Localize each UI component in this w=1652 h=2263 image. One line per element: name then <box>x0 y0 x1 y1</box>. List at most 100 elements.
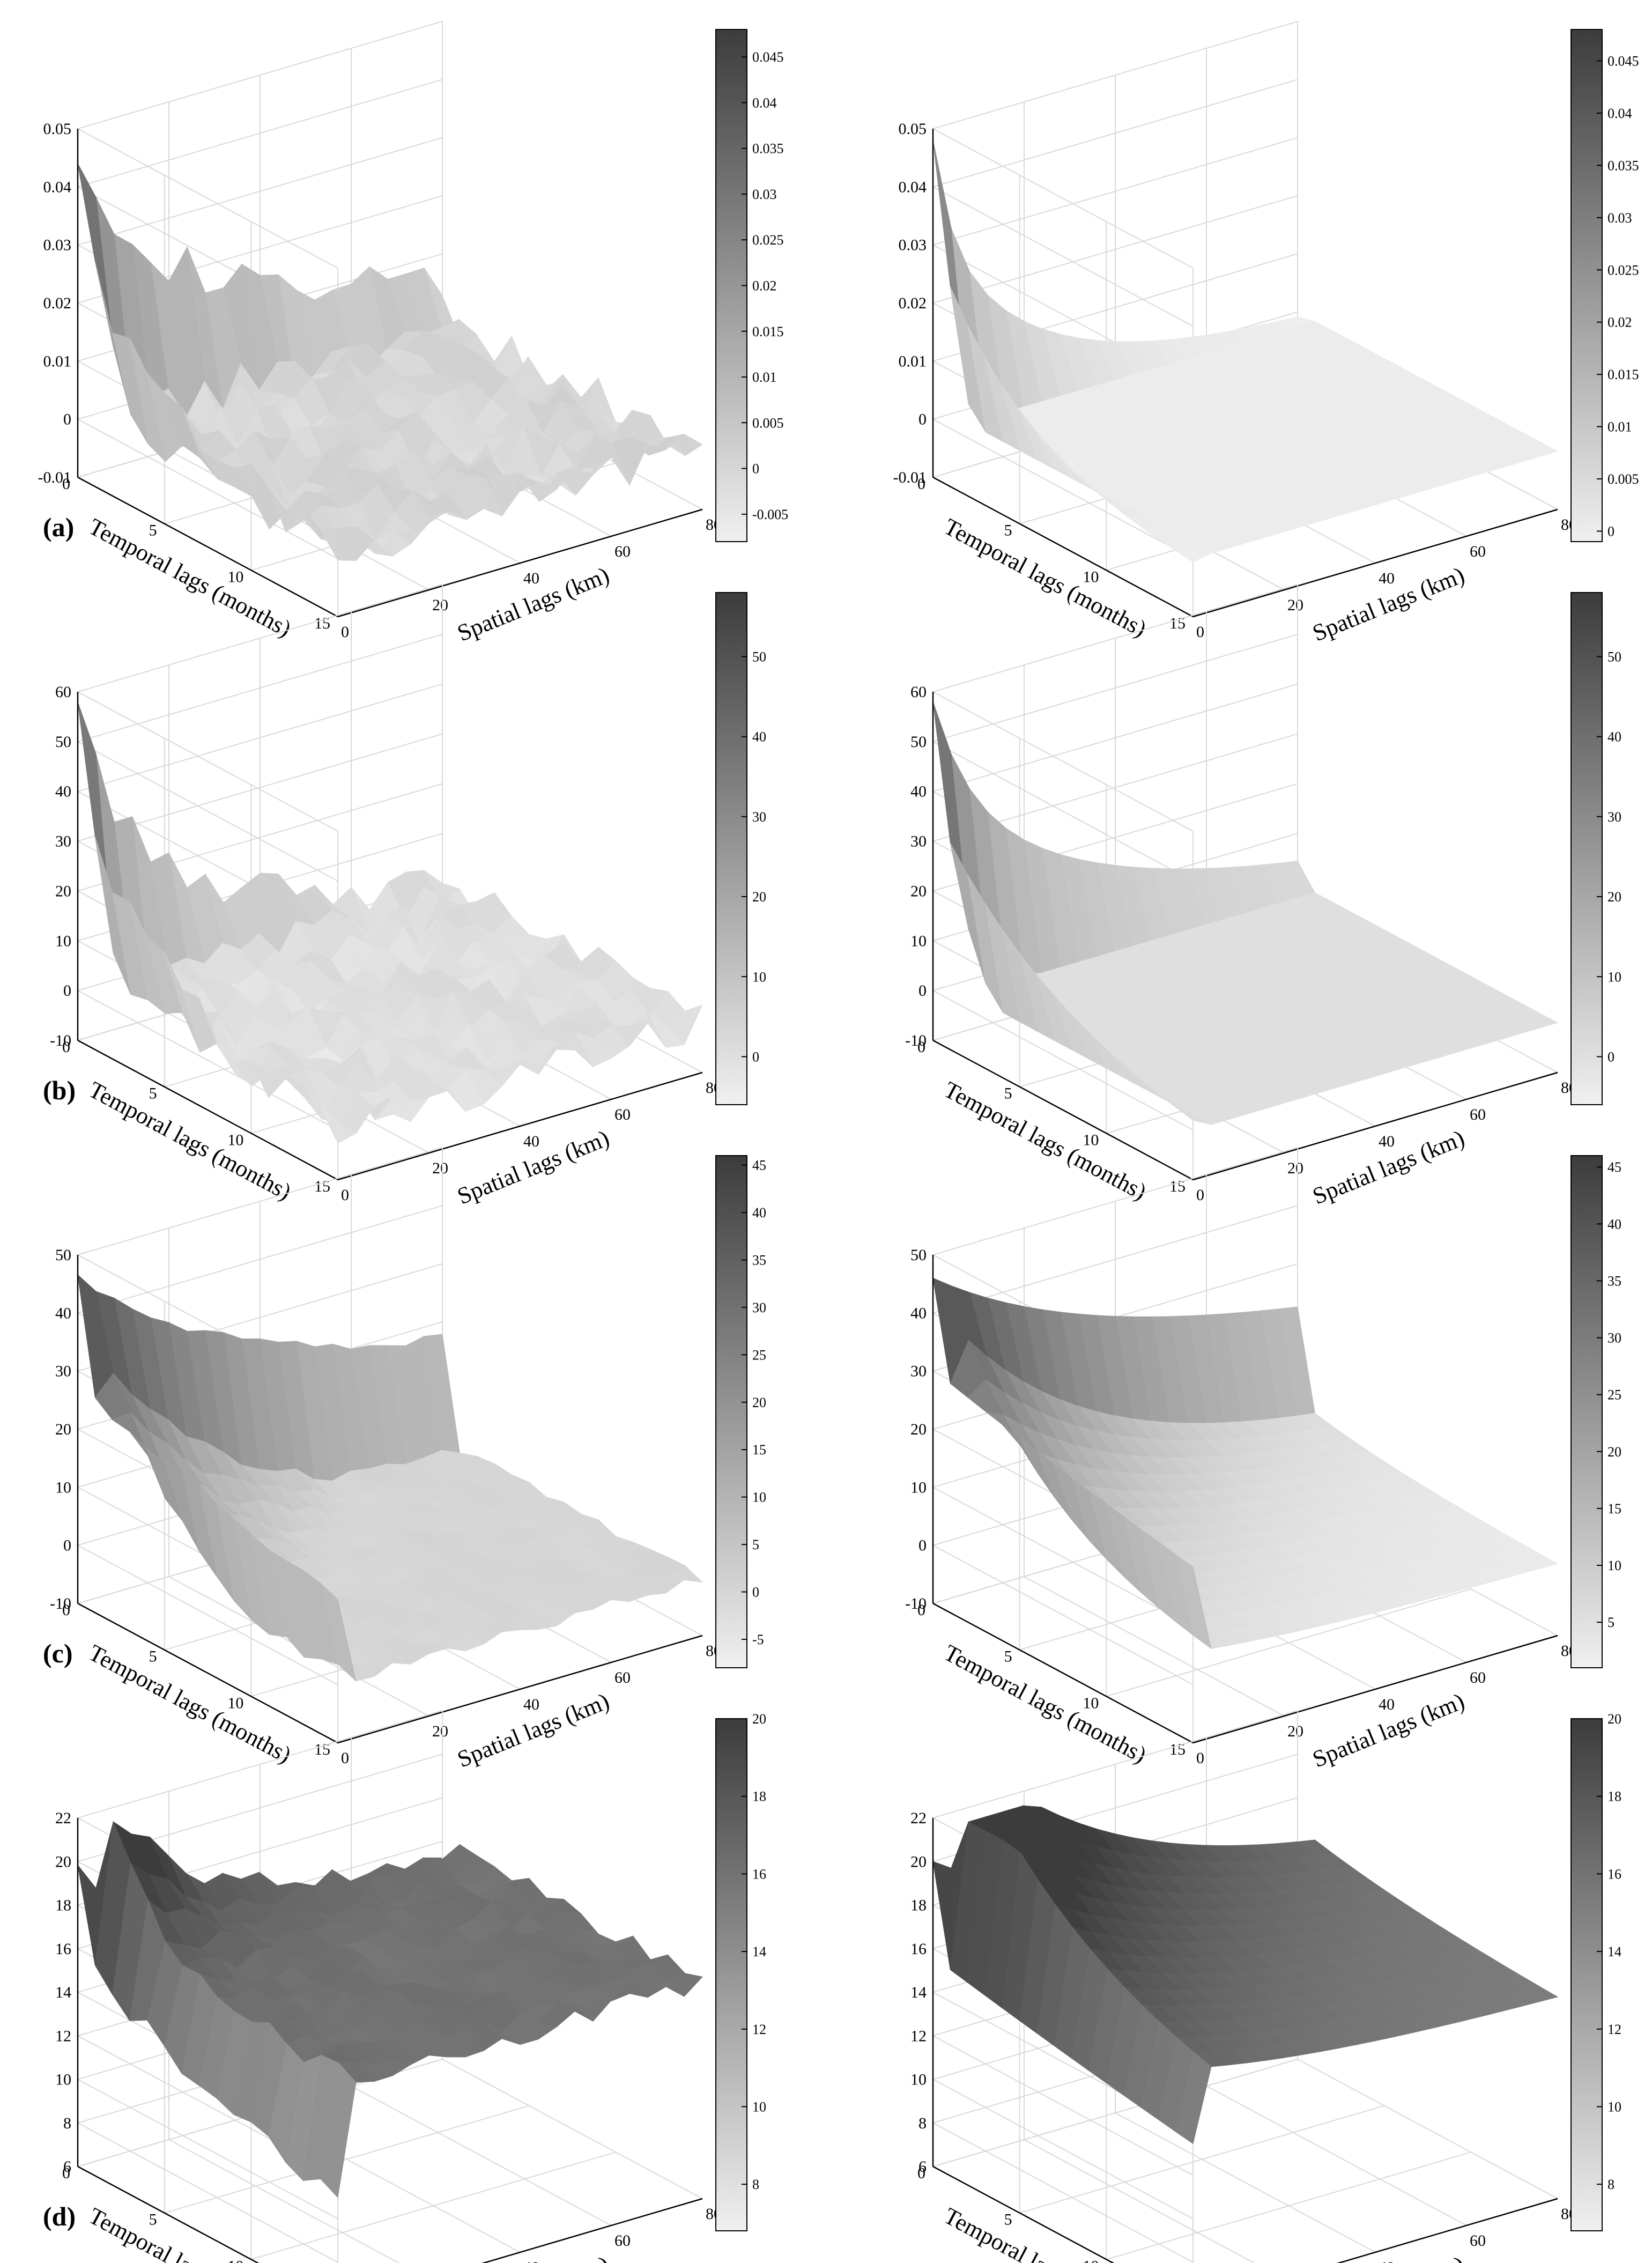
surface <box>932 1805 1559 2144</box>
surface-patch <box>320 527 357 561</box>
z-tick-label: -0.01 <box>38 469 72 486</box>
temporal-tick-label: 5 <box>1004 1085 1012 1103</box>
spatial-axis-line <box>1192 1071 1558 1181</box>
z-tick-label: 0.01 <box>43 352 72 370</box>
temporal-axis-label: Temporal lags (months) <box>940 2202 1151 2263</box>
z-tick-label: 0.04 <box>899 178 927 196</box>
colorbar: 0 10 20 30 40 50 <box>715 592 766 1105</box>
temporal-tick-label: 0 <box>917 1038 925 1056</box>
spatial-tick-label: 20 <box>1287 1722 1303 1740</box>
colorbar-tick-label: 0 <box>752 461 759 477</box>
z-tick-label: 12 <box>910 2027 927 2045</box>
z-tick-label: 8 <box>918 2114 927 2132</box>
z-tick-label: 10 <box>55 932 71 950</box>
spatial-axis-line <box>337 1071 703 1181</box>
temporal-tick-label: 0 <box>917 1601 925 1619</box>
surface <box>932 1277 1559 1650</box>
colorbar-tick-label: 20 <box>1607 1444 1621 1460</box>
temporal-tick-label: 5 <box>149 1648 157 1666</box>
colorbar-tick-label: 0.045 <box>752 49 784 65</box>
colorbar-tick-label: 12 <box>1607 2022 1621 2037</box>
temporal-tick-label: 0 <box>62 475 70 493</box>
z-tick-label: 14 <box>910 1984 927 2001</box>
spatial-tick-label: 60 <box>1470 1669 1486 1687</box>
colorbar-tick-label: 0.025 <box>1607 262 1639 278</box>
grid-line <box>481 2198 703 2263</box>
colorbar-tick-label: 0 <box>1607 1049 1614 1064</box>
z-tick-label: 14 <box>55 1984 71 2001</box>
temporal-axis-line <box>932 476 1194 618</box>
z-tick-label: 30 <box>55 1363 71 1380</box>
z-tick-label: 0 <box>918 411 927 428</box>
surface <box>77 163 703 561</box>
temporal-tick-label: 15 <box>1169 615 1186 632</box>
colorbar: -0.005 0 0.005 0.01 0.015 0.02 0.025 0.03 0.035 0… <box>715 29 788 542</box>
colorbar-tick-label: 30 <box>1607 1330 1621 1346</box>
z-tick-label: 10 <box>910 2071 927 2089</box>
spatial-tick-label: 40 <box>523 2259 539 2263</box>
colorbar-tick-label: 0.04 <box>752 95 777 110</box>
z-tick-label: 50 <box>55 1246 71 1264</box>
colorbar-tick-label: 0.04 <box>1607 106 1632 121</box>
colorbar-tick-label: 0.02 <box>752 278 777 294</box>
temporal-tick-label: 15 <box>1169 1178 1186 1195</box>
colorbar-tick-label: -0.005 <box>752 507 788 522</box>
colorbar-tick-label: 0.03 <box>1607 210 1632 226</box>
surface-patch <box>1175 1554 1212 1650</box>
z-tick-label: 10 <box>55 2071 71 2089</box>
z-tick-label: 0.05 <box>43 120 72 138</box>
spatial-tick-label: 20 <box>1287 596 1303 614</box>
spatial-tick-label: 40 <box>1379 570 1395 587</box>
spatial-tick-label: 20 <box>432 596 448 614</box>
z-tick-label: 0.03 <box>43 236 72 254</box>
grid-line <box>1297 2059 1558 2199</box>
surface <box>932 701 1559 1125</box>
spatial-tick-label: 40 <box>1379 2259 1395 2263</box>
z-tick-label: -10 <box>50 1595 71 1613</box>
colorbar-tick-label: 0 <box>752 1049 759 1064</box>
temporal-tick-label: 5 <box>1004 522 1012 539</box>
panel-label: (a) <box>43 512 74 542</box>
panel-7: 6810121416182022051015020406080Temporal … <box>910 1710 1621 2263</box>
colorbar-tick-label: 5 <box>1607 1615 1614 1630</box>
colorbar-tick-label: 10 <box>1607 1558 1621 1573</box>
panel-label: (c) <box>43 1638 73 1668</box>
colorbar-tick-label: 0 <box>1607 524 1614 539</box>
spatial-tick-label: 60 <box>614 543 631 560</box>
colorbar-tick-label: 0.01 <box>752 369 777 385</box>
colorbar-strip <box>1570 1718 1603 2231</box>
spatial-tick-label: 0 <box>1196 1186 1204 1204</box>
temporal-tick-label: 10 <box>1083 2257 1099 2263</box>
colorbar-tick-label: 0.02 <box>1607 315 1632 330</box>
colorbar-tick-label: 35 <box>1607 1273 1621 1289</box>
colorbar: 5 10 15 20 25 30 35 40 45 <box>1570 1155 1621 1668</box>
z-tick-label: 18 <box>910 1897 927 1914</box>
z-tick-label: 40 <box>55 1304 71 1322</box>
colorbar-tick-label: 0.005 <box>752 415 784 431</box>
z-tick-label: 12 <box>55 2027 71 2045</box>
colorbar-tick-label: 16 <box>1607 1866 1621 1882</box>
surface <box>932 140 1559 563</box>
grid-line <box>442 2059 703 2199</box>
z-tick-label: 22 <box>55 1809 71 1827</box>
temporal-tick-label: 10 <box>227 1694 243 1712</box>
colorbar-tick-label: 25 <box>752 1347 766 1363</box>
colorbar-tick-label: 0.015 <box>752 324 784 339</box>
spatial-tick-label: 0 <box>341 623 349 641</box>
axes <box>932 692 1558 1181</box>
spatial-axis-line <box>1192 1635 1558 1744</box>
z-tick-label: 20 <box>55 882 71 900</box>
colorbar-tick-label: 18 <box>752 1789 766 1805</box>
temporal-axis-line <box>77 1039 338 1181</box>
axes <box>932 1818 1558 2263</box>
colorbar-strip <box>715 1155 747 1668</box>
colorbar: -5 0 5 10 15 20 25 30 35 40 45 <box>715 1155 766 1668</box>
axes <box>932 129 1558 618</box>
surface <box>77 702 703 1144</box>
temporal-tick-label: 0 <box>917 475 925 493</box>
temporal-tick-label: 5 <box>149 522 157 539</box>
